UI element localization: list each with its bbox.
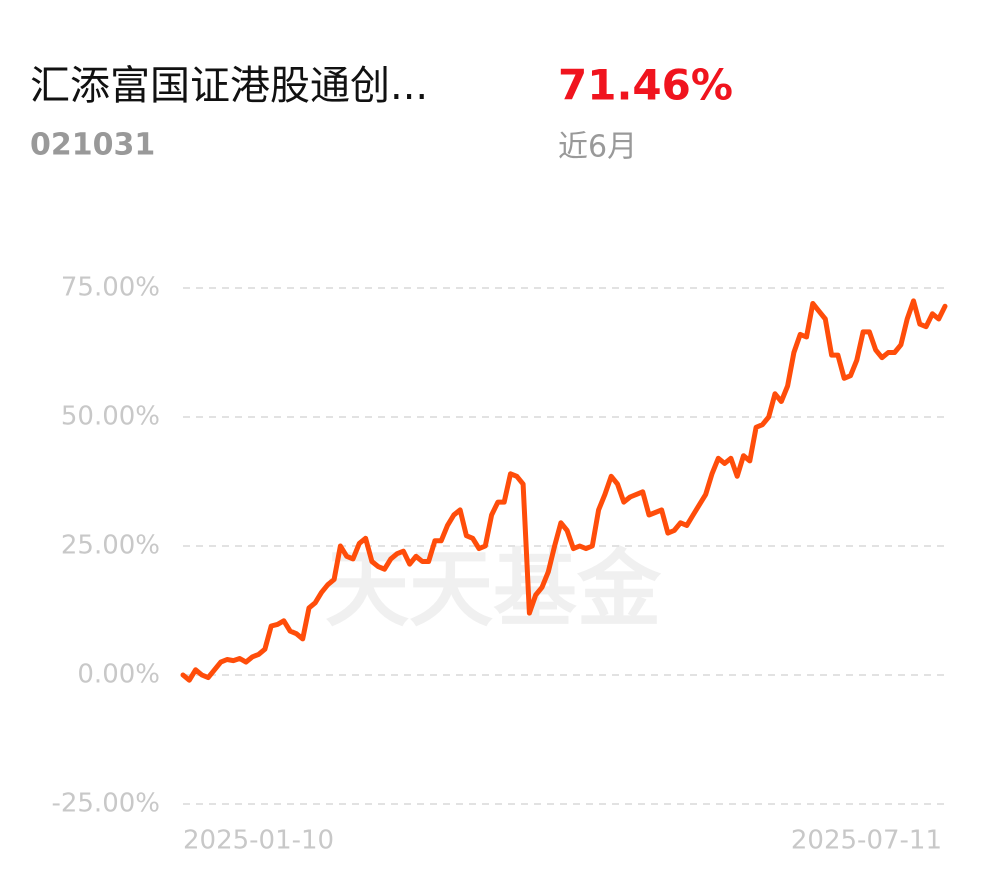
return-value: 71.46% [558, 61, 733, 110]
x-tick-label: 2025-07-11 [791, 826, 942, 856]
fund-code: 021031 [30, 128, 155, 163]
y-tick-label: 25.00% [61, 531, 160, 561]
y-tick-label: 0.00% [77, 660, 160, 690]
line-series [180, 298, 948, 683]
y-tick-label: 50.00% [61, 402, 160, 432]
fund-name: 汇添富国证港股通创... [30, 63, 428, 109]
y-tick-label: 75.00% [61, 273, 160, 303]
period: 近6月 [558, 130, 637, 165]
watermark: 天天基金 [325, 540, 662, 638]
x-tick-label: 2025-01-10 [183, 826, 334, 856]
y-tick-label: -25.00% [51, 789, 160, 819]
